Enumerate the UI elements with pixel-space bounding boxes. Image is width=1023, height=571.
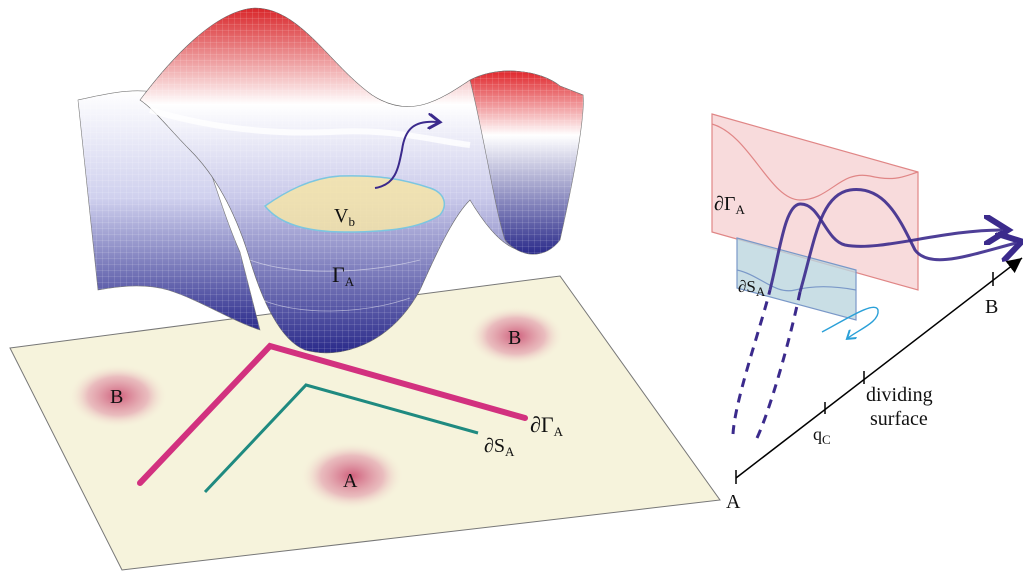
gamma-boundary-line <box>137 342 528 486</box>
dividing-surface-label-line2: surface <box>870 408 928 430</box>
trajectory-1-solid <box>768 202 1002 291</box>
s-plane-label: ∂SA <box>738 277 766 299</box>
axis-end-label: B <box>985 296 998 318</box>
s-boundary-line <box>203 383 479 494</box>
vb-label: Vb <box>334 205 355 229</box>
reaction-coordinate-axis <box>735 257 1023 479</box>
escape-trajectory <box>374 122 438 189</box>
dividing-surface-label-line1: dividing <box>866 384 933 406</box>
s-plane <box>736 237 857 321</box>
trajectory-2-dashed <box>755 291 802 439</box>
basin-b-right <box>468 306 564 366</box>
left-panel: Vb ΓA B B A ∂ΓA ∂SA <box>9 7 721 571</box>
gamma-a-label: ΓA <box>332 262 355 289</box>
basin-a <box>300 442 404 510</box>
vb-well-region <box>263 175 446 233</box>
axis-start-label: A <box>726 491 741 513</box>
basin-a-label: A <box>343 470 358 492</box>
recrossing-arrow <box>821 306 879 338</box>
trajectory-1-dashed <box>731 289 772 435</box>
basin-b-right-label: B <box>508 327 521 349</box>
trajectory-2-solid <box>798 188 1016 293</box>
qc-label: qC <box>813 424 831 447</box>
basin-b-left-label: B <box>110 386 123 408</box>
gamma-plane-label: ∂ΓA <box>714 193 745 217</box>
gamma-boundary-label: ∂ΓA <box>530 412 564 439</box>
s-plane-curve <box>736 269 857 292</box>
basin-b-left <box>68 364 168 428</box>
s-boundary-label: ∂SA <box>484 435 515 459</box>
right-panel: ∂ΓA ∂SA A B qC dividing surface <box>711 113 1023 513</box>
gamma-plane-curve <box>711 123 919 201</box>
